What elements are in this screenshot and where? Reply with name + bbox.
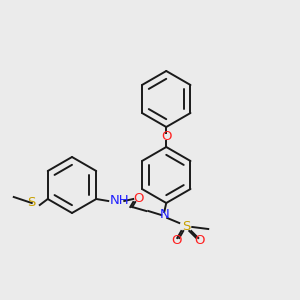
Text: O: O [194,235,205,248]
Text: S: S [28,196,36,209]
Text: O: O [171,235,181,248]
Text: N: N [159,208,169,221]
Text: O: O [133,193,143,206]
Text: S: S [182,220,190,233]
Text: NH: NH [110,194,130,208]
Text: O: O [161,130,172,143]
